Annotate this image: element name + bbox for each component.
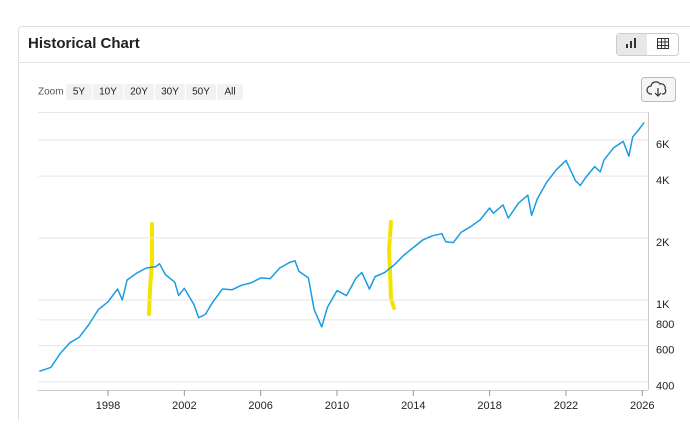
zoom-button-label[interactable]: 5Y	[73, 87, 86, 98]
icon	[630, 41, 632, 48]
zoom-label: Zoom	[38, 87, 64, 98]
download-button[interactable]	[642, 78, 676, 102]
view-toggle[interactable]	[617, 34, 679, 56]
x-tick-label: 2018	[477, 400, 501, 412]
x-tick-label: 2026	[630, 400, 654, 412]
zoom-button-label[interactable]: 10Y	[99, 87, 117, 98]
zoom-button-label[interactable]: All	[224, 87, 235, 98]
y-tick-label: 1K	[656, 299, 670, 311]
zoom-button-label[interactable]: 50Y	[192, 87, 210, 98]
x-tick-label: 1998	[96, 400, 120, 412]
y-tick-label: 4K	[656, 175, 670, 187]
y-tick-label: 800	[656, 319, 674, 331]
y-tick-label: 400	[656, 381, 674, 393]
x-tick-label: 2014	[401, 400, 425, 412]
x-tick-label: 2002	[172, 400, 196, 412]
chart-title: Historical Chart	[28, 35, 140, 52]
icon	[634, 38, 636, 48]
y-tick-label: 2K	[656, 237, 670, 249]
zoom-button-label[interactable]: 20Y	[130, 87, 148, 98]
y-tick-label: 600	[656, 345, 674, 357]
y-tick-label: 6K	[656, 139, 670, 151]
zoom-button-label[interactable]: 30Y	[161, 87, 179, 98]
x-tick-label: 2022	[554, 400, 578, 412]
x-tick-label: 2010	[325, 400, 349, 412]
icon	[626, 44, 628, 48]
x-tick-label: 2006	[248, 400, 272, 412]
